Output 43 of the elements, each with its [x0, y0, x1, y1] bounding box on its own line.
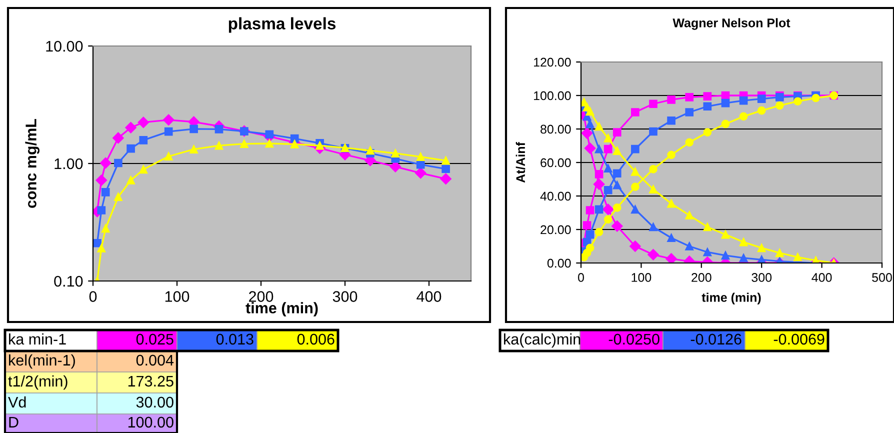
y-tick-label: 0.10 — [54, 276, 83, 287]
y-tick-label: 60.00 — [540, 158, 571, 168]
chart-title: Wagner Nelson Plot — [672, 18, 790, 30]
text: 0.025 — [136, 334, 174, 345]
x-tick-label: 0 — [578, 273, 584, 282]
text: 173.25 — [128, 376, 174, 387]
text: D — [9, 416, 18, 428]
x-axis-title: time (min) — [702, 292, 761, 304]
y-tick-label: 100.00 — [534, 91, 571, 100]
text: 0.013 — [216, 334, 254, 345]
x-tick-label: 0 — [89, 291, 97, 302]
y-axis-title: At/Ainf — [516, 142, 526, 183]
y-axis-title: conc mg/mL — [25, 118, 40, 208]
y-tick-label: 120.00 — [534, 58, 571, 67]
text: t1/2(min) — [8, 375, 68, 390]
x-tick-label: 100 — [632, 273, 652, 282]
x-axis-title: time (min) — [246, 302, 318, 316]
x-tick-label: 100 — [165, 291, 190, 302]
text: -0.0069 — [774, 334, 824, 345]
x-tick-label: 300 — [752, 273, 772, 282]
text: ka min-1 — [9, 333, 66, 345]
x-tick-label: 400 — [416, 291, 442, 302]
text: ka(calc)min — [504, 333, 580, 348]
text: -0.0126 — [690, 334, 742, 345]
y-tick-label: 10.00 — [46, 40, 83, 52]
x-tick-label: 300 — [332, 291, 358, 302]
x-tick-label: 500 — [872, 273, 892, 282]
text: Vd — [8, 396, 26, 408]
chart-title: plasma levels — [228, 17, 336, 33]
x-tick-label: 200 — [249, 291, 274, 302]
text: -0.0250 — [608, 334, 660, 345]
y-tick-label: 20.00 — [540, 225, 571, 234]
y-tick-label: 80.00 — [540, 124, 571, 134]
text: kel(min-1) — [9, 354, 75, 369]
y-tick-label: 0.00 — [547, 258, 571, 268]
x-tick-label: 400 — [812, 273, 832, 282]
y-tick-label: 40.00 — [540, 192, 571, 201]
y-tick-label: 1.00 — [54, 158, 83, 170]
text: 30.00 — [136, 396, 174, 408]
text: 100.00 — [128, 416, 174, 428]
text: 0.006 — [297, 334, 334, 345]
x-tick-label: 200 — [692, 273, 712, 282]
text: 0.004 — [136, 354, 174, 366]
